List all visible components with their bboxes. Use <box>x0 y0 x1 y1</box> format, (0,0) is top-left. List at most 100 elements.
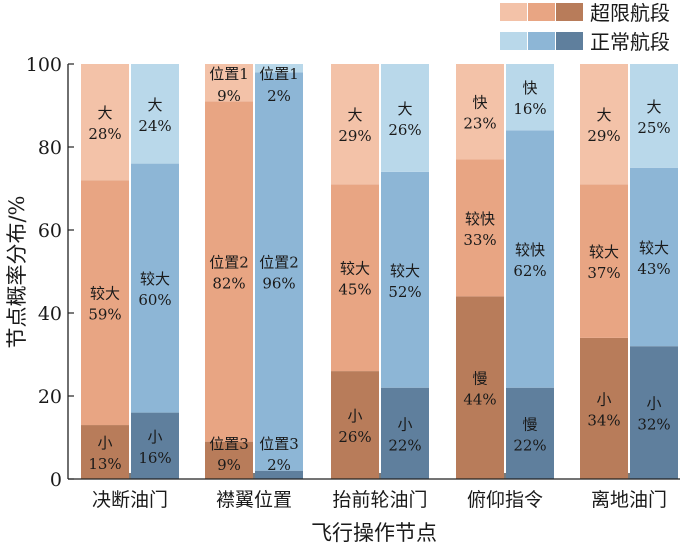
bar-segment <box>506 387 554 479</box>
legend-swatch <box>556 32 583 50</box>
segment-category-label: 较快 <box>465 210 495 228</box>
bar-segment <box>81 180 129 426</box>
segment-category-label: 大 <box>596 106 611 124</box>
bar-segment <box>580 64 628 185</box>
bar-segment <box>381 64 429 172</box>
segment-value-label: 52% <box>388 283 421 301</box>
segment-category-label: 小 <box>646 395 661 413</box>
segment-value-label: 34% <box>587 411 620 429</box>
segment-value-label: 96% <box>262 275 295 293</box>
bar-segment <box>205 441 253 479</box>
segment-category-label: 位置2 <box>259 254 299 272</box>
segment-category-label: 较快 <box>515 241 545 259</box>
bar-segment <box>255 72 303 471</box>
segment-category-label: 小 <box>97 434 112 452</box>
segment-category-label: 较大 <box>639 239 669 257</box>
bar-segment <box>381 387 429 479</box>
segment-category-label: 较大 <box>390 262 420 280</box>
segment-value-label: 26% <box>338 428 371 446</box>
bar-segment <box>205 101 253 442</box>
segment-category-label: 位置2 <box>209 254 249 272</box>
segment-category-label: 大 <box>97 104 112 122</box>
bar-segment <box>255 470 303 479</box>
segment-value-label: 25% <box>637 119 670 137</box>
segment-value-label: 44% <box>463 391 496 409</box>
segment-category-label: 位置1 <box>209 65 249 83</box>
segment-value-label: 29% <box>338 127 371 145</box>
bar-segment <box>331 184 379 372</box>
bar-segment <box>331 371 379 479</box>
segment-category-label: 大 <box>646 98 661 116</box>
bars-group <box>81 64 678 479</box>
segment-category-label: 快 <box>472 94 487 112</box>
segment-value-label: 22% <box>388 436 421 454</box>
segment-category-label: 位置1 <box>259 65 299 83</box>
y-axis-title: 节点概率分布/% <box>5 195 29 348</box>
bar-segment <box>81 64 129 181</box>
segment-category-label: 小 <box>596 390 611 408</box>
bar-segment <box>131 163 179 413</box>
bar-segment <box>506 64 554 131</box>
segment-value-label: 23% <box>463 115 496 133</box>
y-tick-label: 0 <box>50 469 62 491</box>
segment-value-label: 43% <box>637 260 670 278</box>
segment-category-label: 快 <box>522 79 537 97</box>
segment-category-label: 小 <box>397 415 412 433</box>
y-tick-label: 100 <box>26 54 62 76</box>
bar-segment <box>630 64 678 168</box>
segment-value-label: 16% <box>513 100 546 118</box>
legend-swatch <box>528 32 555 50</box>
legend-label: 超限航段 <box>590 1 670 25</box>
segment-category-label: 较大 <box>90 285 120 303</box>
x-tick-label: 俯仰指令 <box>467 489 543 511</box>
segment-value-label: 2% <box>267 456 291 474</box>
legend-label: 正常航段 <box>590 30 670 54</box>
x-tick-label: 襟翼位置 <box>216 489 292 511</box>
segment-value-label: 2% <box>267 87 291 105</box>
segment-value-label: 13% <box>88 455 121 473</box>
segment-value-label: 45% <box>338 281 371 299</box>
segment-category-label: 慢 <box>472 370 487 388</box>
x-tick-label: 离地油门 <box>591 489 667 511</box>
legend-swatch <box>500 3 527 21</box>
segment-value-label: 37% <box>587 264 620 282</box>
bar-segment <box>255 64 303 73</box>
segment-value-label: 9% <box>217 87 241 105</box>
bar-segment <box>580 337 628 479</box>
segment-value-label: 16% <box>138 449 171 467</box>
bar-segment <box>381 171 429 388</box>
bar-segment <box>506 130 554 388</box>
segment-value-label: 22% <box>513 436 546 454</box>
segment-value-label: 28% <box>88 125 121 143</box>
x-tick-label: 决断油门 <box>92 489 168 511</box>
bar-segment <box>456 296 504 479</box>
segment-value-label: 33% <box>463 231 496 249</box>
segment-category-label: 位置3 <box>209 435 249 453</box>
y-tick-label: 40 <box>38 303 62 325</box>
segment-value-label: 26% <box>388 121 421 139</box>
segment-category-label: 位置3 <box>259 435 299 453</box>
segment-category-label: 大 <box>397 100 412 118</box>
y-tick-label: 80 <box>38 137 62 159</box>
legend-swatch <box>528 3 555 21</box>
segment-category-label: 较大 <box>340 260 370 278</box>
segment-value-label: 62% <box>513 262 546 280</box>
bar-segment <box>331 64 379 185</box>
axes-group: 0 20 40 60 80 100 决断油门 襟翼位置 抬前轮油门 俯仰指令 离地油门 <box>26 54 680 511</box>
segment-category-label: 慢 <box>522 415 537 433</box>
x-axis-title: 飞行操作节点 <box>311 521 437 545</box>
bar-segment <box>205 64 253 102</box>
legend-swatch <box>500 32 527 50</box>
bar-segment <box>131 412 179 479</box>
bar-segment <box>456 159 504 297</box>
bar-segment <box>580 184 628 338</box>
x-tick-label: 抬前轮油门 <box>332 489 427 511</box>
segment-category-label: 较大 <box>589 243 619 261</box>
bar-segment <box>630 167 678 347</box>
legend-swatch <box>556 3 583 21</box>
segment-value-label: 32% <box>637 416 670 434</box>
segment-labels-group: 小 13% 较大 59% 大 28% 位置3 9% 位置2 82% 位置1 9% 小 26% 较大 45% 大 2… <box>88 65 670 474</box>
bar-segment <box>131 64 179 164</box>
